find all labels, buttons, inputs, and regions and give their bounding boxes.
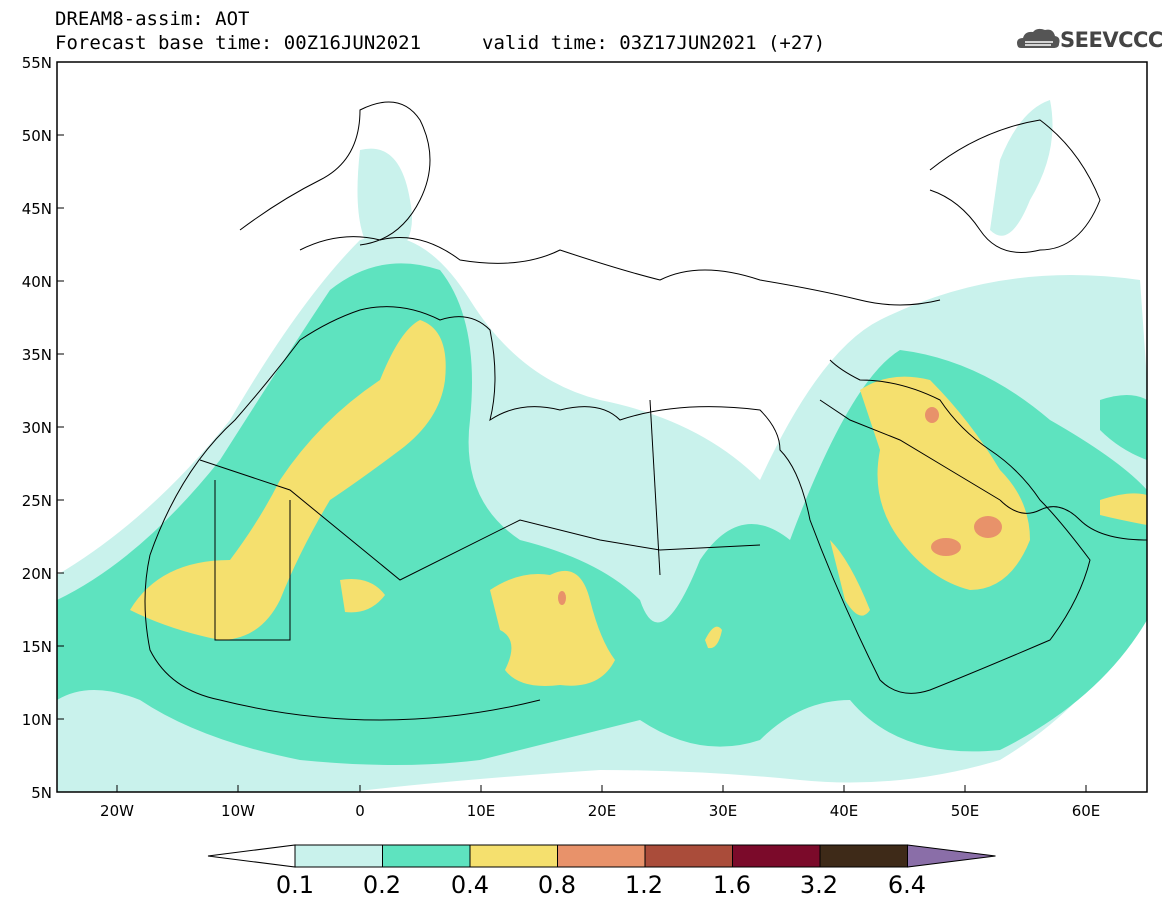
lon-label-0: 0 [355, 802, 365, 820]
lat-label-25n: 25N [21, 492, 52, 510]
lon-label-10w: 10W [221, 802, 255, 820]
legend-label-0.1: 0.1 [275, 871, 315, 899]
legend-cell-0.4 [469, 844, 558, 868]
legend-cell-1.6 [732, 844, 821, 868]
lon-label-50e: 50E [950, 802, 980, 820]
legend-cell-below-0.1 [207, 844, 296, 868]
legend-label-3.2: 3.2 [799, 871, 839, 899]
cloud-logo-icon [1017, 28, 1060, 48]
legend-cell-0.2 [382, 844, 471, 868]
lat-label-35n: 35N [21, 346, 52, 364]
lat-label-10n: 10N [21, 711, 52, 729]
lon-label-40e: 40E [829, 802, 859, 820]
lat-label-20n: 20N [21, 565, 52, 583]
legend-cell-1.2 [644, 844, 733, 868]
map-title: DREAM8-assim: AOT [55, 8, 250, 30]
lat-label-30n: 30N [21, 419, 52, 437]
legend-label-1.6: 1.6 [712, 871, 752, 899]
lon-label-30e: 30E [708, 802, 738, 820]
lat-label-55n: 55N [21, 54, 52, 72]
legend-cell-3.2 [819, 844, 908, 868]
legend-label-1.2: 1.2 [624, 871, 664, 899]
legend-label-6.4: 6.4 [887, 871, 927, 899]
lat-label-50n: 50N [21, 127, 52, 145]
lon-label-10e: 10E [466, 802, 496, 820]
lat-label-15n: 15N [21, 638, 52, 656]
legend-cell-0.8 [557, 844, 646, 868]
aot-level-0.8 [558, 407, 1002, 605]
lat-label-45n: 45N [21, 200, 52, 218]
forecast-base-time: Forecast base time: 00Z16JUN2021 [55, 32, 422, 54]
logo-text: SEEVCCC [1060, 28, 1163, 52]
lat-label-5n: 5N [31, 784, 52, 802]
legend-cell-0.1 [294, 844, 383, 868]
lat-label-40n: 40N [21, 273, 52, 291]
legend-cell-above-6.4 [907, 844, 996, 868]
lon-label-20e: 20E [587, 802, 617, 820]
lon-label-60e: 60E [1071, 802, 1101, 820]
legend-label-0.4: 0.4 [450, 871, 490, 899]
legend-label-0.2: 0.2 [362, 871, 402, 899]
legend-label-0.8: 0.8 [537, 871, 577, 899]
valid-time: valid time: 03Z17JUN2021 (+27) [482, 32, 826, 54]
lon-label-20w: 20W [100, 802, 134, 820]
